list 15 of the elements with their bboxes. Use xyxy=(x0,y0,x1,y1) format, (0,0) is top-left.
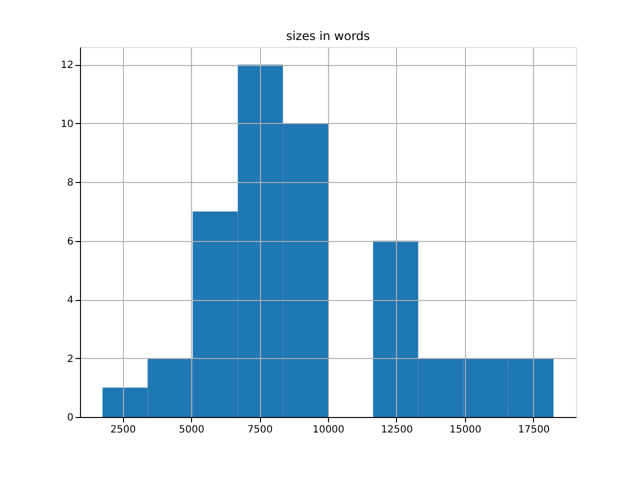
x-tick-label: 7500 xyxy=(247,424,273,436)
chart-title: sizes in words xyxy=(286,29,370,43)
x-tick-label: 5000 xyxy=(178,424,204,436)
y-tick-label: 2 xyxy=(67,354,74,365)
x-tick-label: 17500 xyxy=(518,424,550,436)
x-tick-label: 10000 xyxy=(312,424,344,436)
y-tick-label: 12 xyxy=(60,60,74,72)
x-tick-label: 2500 xyxy=(110,424,136,436)
y-tick-label: 10 xyxy=(60,118,74,130)
x-tick-label: 12500 xyxy=(381,424,413,436)
y-tick-label: 0 xyxy=(67,412,74,424)
y-tick-label: 4 xyxy=(67,295,74,306)
x-tick-label: 15000 xyxy=(450,424,482,436)
y-tick-label: 8 xyxy=(67,178,74,189)
y-tick-label: 6 xyxy=(67,236,74,248)
